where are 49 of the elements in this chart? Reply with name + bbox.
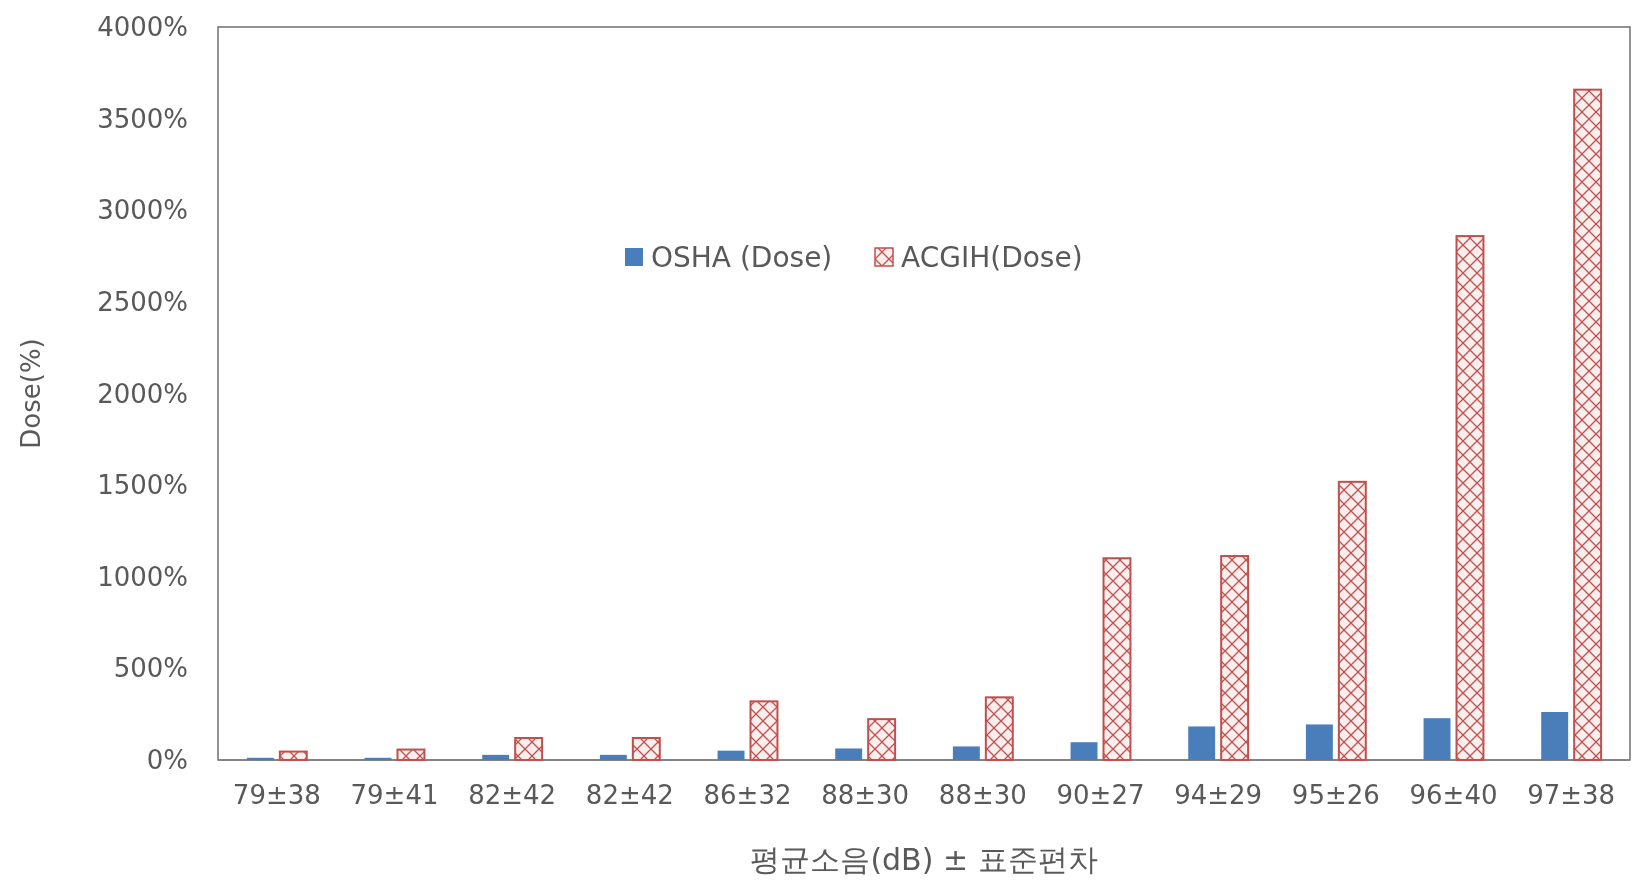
- legend-label: ACGIH(Dose): [901, 241, 1083, 274]
- bar: [952, 746, 980, 760]
- x-tick-label: 90±27: [1056, 780, 1145, 810]
- bar: [396, 748, 426, 761]
- bar: [1188, 726, 1216, 760]
- y-axis-title: Dose(%): [16, 338, 46, 449]
- bar: [984, 696, 1014, 761]
- bar: [246, 757, 274, 760]
- y-tick-label: 2500%: [97, 286, 188, 317]
- bar: [1070, 742, 1098, 760]
- legend-label: OSHA (Dose): [651, 241, 833, 274]
- x-axis-title: 평균소음(dB) ± 표준편차: [750, 842, 1098, 877]
- bar: [1337, 480, 1367, 761]
- x-tick-label: 88±30: [821, 780, 910, 810]
- y-tick-label: 1500%: [97, 470, 188, 501]
- bar: [1102, 557, 1132, 761]
- bar: [749, 700, 779, 761]
- x-tick-label: 95±26: [1291, 780, 1380, 810]
- bar: [364, 757, 392, 760]
- y-tick-label: 4000%: [97, 12, 188, 42]
- y-tick-label: 0%: [146, 745, 188, 775]
- x-tick-label: 82±42: [468, 780, 557, 810]
- x-tick-label: 88±30: [938, 780, 1027, 810]
- x-tick-label: 79±38: [232, 780, 321, 810]
- bar: [1423, 718, 1451, 760]
- bar: [514, 737, 544, 761]
- bar: [1305, 724, 1333, 760]
- x-tick-label: 79±41: [350, 780, 439, 810]
- y-tick-label: 1000%: [97, 561, 188, 592]
- y-tick-label: 3000%: [97, 195, 188, 226]
- bar: [599, 754, 627, 760]
- y-tick-label: 3500%: [97, 103, 188, 134]
- bar: [631, 737, 661, 761]
- x-tick-label: 94±29: [1174, 780, 1263, 810]
- x-tick-label: 86±32: [703, 780, 792, 810]
- bar: [1455, 235, 1485, 761]
- bar: [1573, 88, 1603, 761]
- x-tick-label: 96±40: [1409, 780, 1498, 810]
- bar: [278, 750, 308, 761]
- bar: [1220, 555, 1250, 761]
- bar: [717, 750, 745, 760]
- x-tick-label: 97±38: [1527, 780, 1616, 810]
- x-tick-label: 82±42: [585, 780, 674, 810]
- bar: [1541, 711, 1569, 760]
- bar: [867, 718, 897, 761]
- bar: [835, 748, 863, 760]
- y-tick-label: 500%: [113, 653, 188, 684]
- bar: [482, 754, 510, 760]
- y-tick-label: 2000%: [97, 378, 188, 409]
